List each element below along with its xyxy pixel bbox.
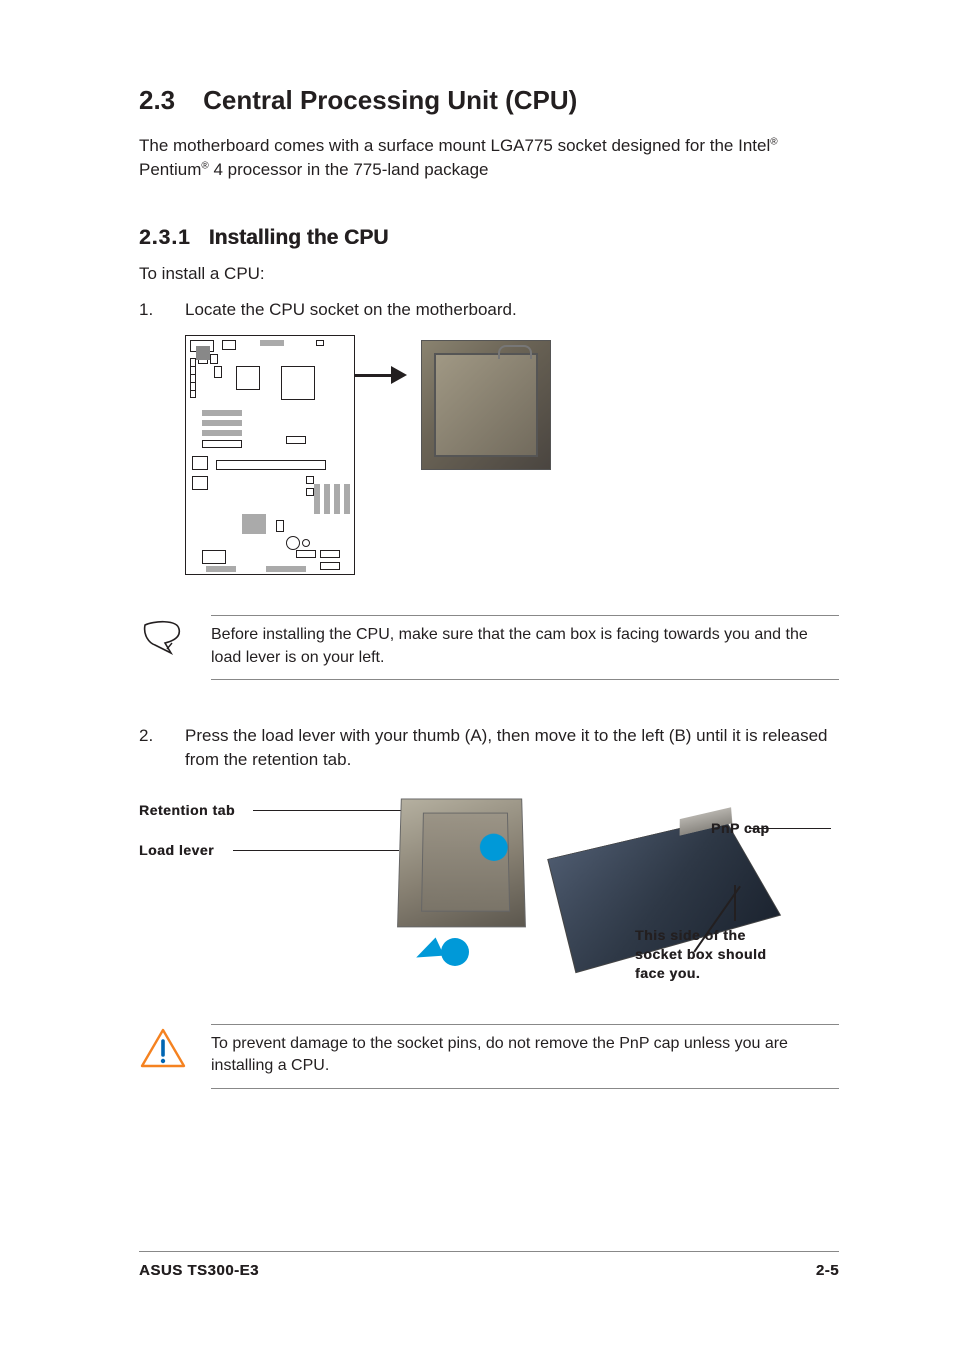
- blue-dot-icon: [441, 938, 469, 966]
- registered-symbol: ®: [770, 136, 777, 147]
- note-text: Before installing the CPU, make sure tha…: [211, 615, 839, 680]
- motherboard-diagram-area: [185, 335, 839, 575]
- motherboard-schematic: [185, 335, 355, 575]
- subsection-title-text: Installing the CPU: [209, 226, 389, 249]
- note-info: Before installing the CPU, make sure tha…: [139, 615, 839, 680]
- step-1: 1. Locate the CPU socket on the motherbo…: [139, 298, 839, 322]
- subsection-number: 2.3.1: [139, 226, 191, 250]
- side-note-l3: face you.: [635, 965, 700, 981]
- load-lever-figure: Retention tab Load lever PnP cap This si…: [139, 786, 839, 1016]
- step-number: 1.: [139, 298, 185, 322]
- side-note-l1: This side of the: [635, 927, 746, 943]
- label-load-lever: Load lever: [139, 842, 214, 858]
- label-pnp-cap: PnP cap: [711, 820, 770, 836]
- label-side-note: This side of the socket box should face …: [635, 926, 766, 983]
- intro-text-2: Pentium: [139, 160, 201, 179]
- cpu-socket-photo: [421, 340, 551, 470]
- footer-left: ASUS TS300-E3: [139, 1262, 259, 1279]
- socket-closeup: [397, 798, 526, 927]
- label-retention-tab: Retention tab: [139, 802, 235, 818]
- page-footer: ASUS TS300-E3 2-5: [139, 1251, 839, 1279]
- warning-text: To prevent damage to the socket pins, do…: [211, 1024, 839, 1089]
- warning-icon: [139, 1028, 187, 1075]
- footer-right: 2-5: [816, 1262, 839, 1279]
- step-text: Locate the CPU socket on the motherboard…: [185, 298, 839, 322]
- subsection-heading: 2.3.1 Installing the CPU: [139, 226, 839, 250]
- note-icon: [139, 619, 187, 664]
- intro-text-1: The motherboard comes with a surface mou…: [139, 136, 770, 155]
- section-heading: 2.3 Central Processing Unit (CPU): [139, 85, 839, 116]
- step-text: Press the load lever with your thumb (A)…: [185, 724, 839, 772]
- intro-text-3: 4 processor in the 775-land package: [209, 160, 489, 179]
- registered-symbol: ®: [201, 160, 208, 171]
- step-2: 2. Press the load lever with your thumb …: [139, 724, 839, 772]
- side-note-l2: socket box should: [635, 946, 766, 962]
- section-number: 2.3: [139, 85, 175, 116]
- blue-arrow-icon: [412, 937, 444, 966]
- section-title-text: Central Processing Unit (CPU): [203, 85, 577, 115]
- intro-paragraph: The motherboard comes with a surface mou…: [139, 134, 839, 182]
- note-warning: To prevent damage to the socket pins, do…: [139, 1024, 839, 1089]
- instruction-lead: To install a CPU:: [139, 264, 839, 284]
- step-number: 2.: [139, 724, 185, 772]
